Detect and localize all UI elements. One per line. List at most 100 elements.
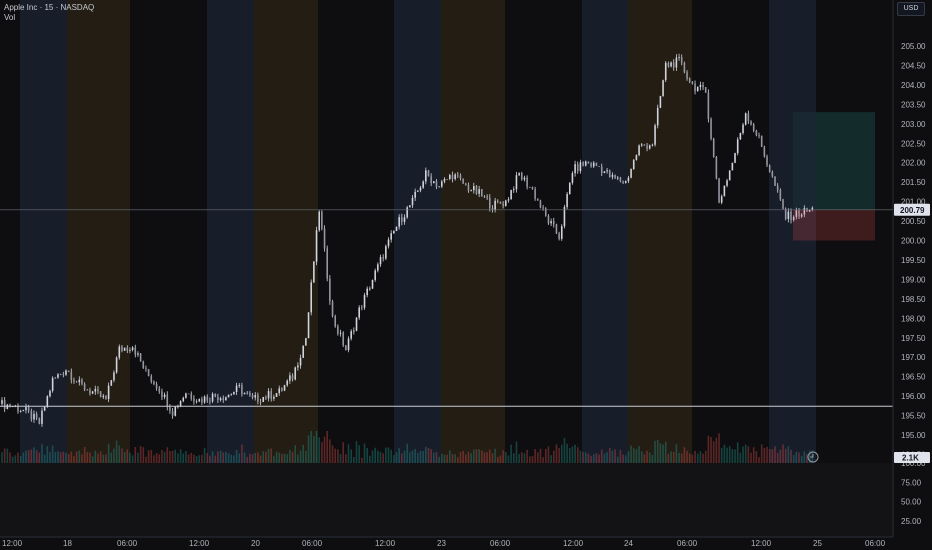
- volume-bar: [41, 444, 43, 463]
- volume-bar: [454, 454, 456, 463]
- candle-body: [718, 178, 720, 203]
- volume-bar: [662, 444, 664, 463]
- price-tick-label: 204.50: [901, 61, 926, 70]
- volume-bar: [369, 455, 371, 463]
- volume-bar: [560, 444, 563, 463]
- candle-body: [728, 170, 731, 181]
- volume-bar: [486, 452, 488, 463]
- volume-bar: [598, 454, 600, 463]
- volume-bar: [766, 446, 768, 463]
- candle-body: [579, 162, 582, 172]
- volume-bar: [664, 441, 667, 463]
- volume-bar: [473, 449, 475, 463]
- volume-bar: [720, 448, 723, 463]
- price-tick-label: 200.00: [901, 237, 926, 246]
- volume-bar: [353, 457, 355, 463]
- volume-bar: [257, 452, 259, 463]
- candle-body: [486, 196, 488, 198]
- volume-bar: [451, 453, 454, 463]
- candle-body: [171, 410, 174, 416]
- candle-body: [126, 347, 129, 351]
- candle-body: [478, 189, 480, 194]
- volume-bar: [113, 448, 115, 463]
- volume-bar: [755, 451, 758, 463]
- candle-body: [502, 203, 504, 206]
- candle-body: [798, 210, 800, 217]
- volume-bar: [182, 453, 185, 463]
- volume-bar: [536, 452, 539, 463]
- candle-body: [403, 217, 406, 222]
- candle-body: [238, 385, 241, 387]
- volume-bar: [302, 444, 305, 463]
- volume-bar: [35, 450, 38, 463]
- candle-body: [667, 62, 670, 67]
- volume-bar: [201, 454, 203, 463]
- price-tick-label: 202.00: [901, 159, 926, 168]
- volume-bar: [696, 453, 699, 463]
- volume-tick-label: 50.00: [901, 498, 922, 507]
- candle-body: [102, 395, 105, 398]
- volume-bar: [371, 450, 374, 463]
- candle-body: [326, 248, 328, 279]
- session-band: [20, 0, 67, 550]
- volume-bar: [417, 452, 419, 463]
- volume-bar: [17, 452, 19, 463]
- volume-bar: [584, 452, 587, 463]
- volume-tick-label: 25.00: [901, 517, 922, 526]
- candle-body: [483, 196, 486, 198]
- candle-body: [51, 378, 54, 391]
- volume-bar: [217, 451, 219, 463]
- volume-bar: [704, 450, 707, 463]
- time-axis: 12:00 18 06:00 12:00 20 06:00 12:00 23 06:00 12:0…: [0, 536, 932, 550]
- volume-bar: [494, 448, 496, 463]
- candle-body: [768, 165, 771, 172]
- volume-bar: [667, 453, 670, 463]
- candle-body: [782, 199, 784, 209]
- candle-body: [606, 170, 608, 172]
- candle-body: [536, 198, 539, 201]
- candle-body: [193, 398, 195, 402]
- candle-body: [576, 164, 579, 172]
- volume-bar: [643, 454, 646, 463]
- candle-body: [62, 374, 65, 376]
- candle-body: [648, 145, 651, 149]
- candle-body: [539, 200, 542, 208]
- candle-body: [465, 183, 467, 185]
- candle-body: [723, 185, 726, 197]
- session-band: [207, 0, 254, 550]
- candle-body: [528, 187, 531, 188]
- candle-body: [411, 197, 414, 206]
- candle-body: [776, 185, 779, 190]
- volume-bar: [342, 442, 344, 463]
- candle-body: [211, 393, 214, 402]
- volume-bar: [683, 447, 686, 463]
- volume-bar: [339, 454, 342, 463]
- candle-body: [696, 87, 699, 92]
- volume-bar: [547, 446, 550, 463]
- candle-body: [638, 145, 640, 156]
- volume-bar: [566, 443, 568, 463]
- candle-body: [515, 175, 518, 190]
- volume-legend: Vol: [4, 13, 16, 22]
- volume-bar: [790, 449, 792, 463]
- volume-bar: [241, 444, 243, 463]
- volume-bar: [600, 449, 603, 463]
- volume-bar: [518, 453, 520, 463]
- candle-body: [694, 83, 696, 92]
- currency-button[interactable]: USD: [897, 2, 925, 16]
- volume-bar: [686, 451, 688, 463]
- candle-body: [555, 224, 558, 234]
- candle-body: [323, 228, 326, 249]
- volume-bar: [65, 452, 67, 463]
- volume-bar: [465, 454, 467, 463]
- candle-body: [158, 388, 161, 392]
- volume-bar: [235, 449, 238, 463]
- volume-bar: [209, 455, 211, 463]
- volume-bar: [83, 447, 86, 463]
- volume-bar: [531, 456, 534, 463]
- candle-body: [425, 170, 427, 182]
- candle-body: [307, 312, 310, 339]
- candle-body: [635, 155, 638, 160]
- volume-bar: [758, 457, 760, 463]
